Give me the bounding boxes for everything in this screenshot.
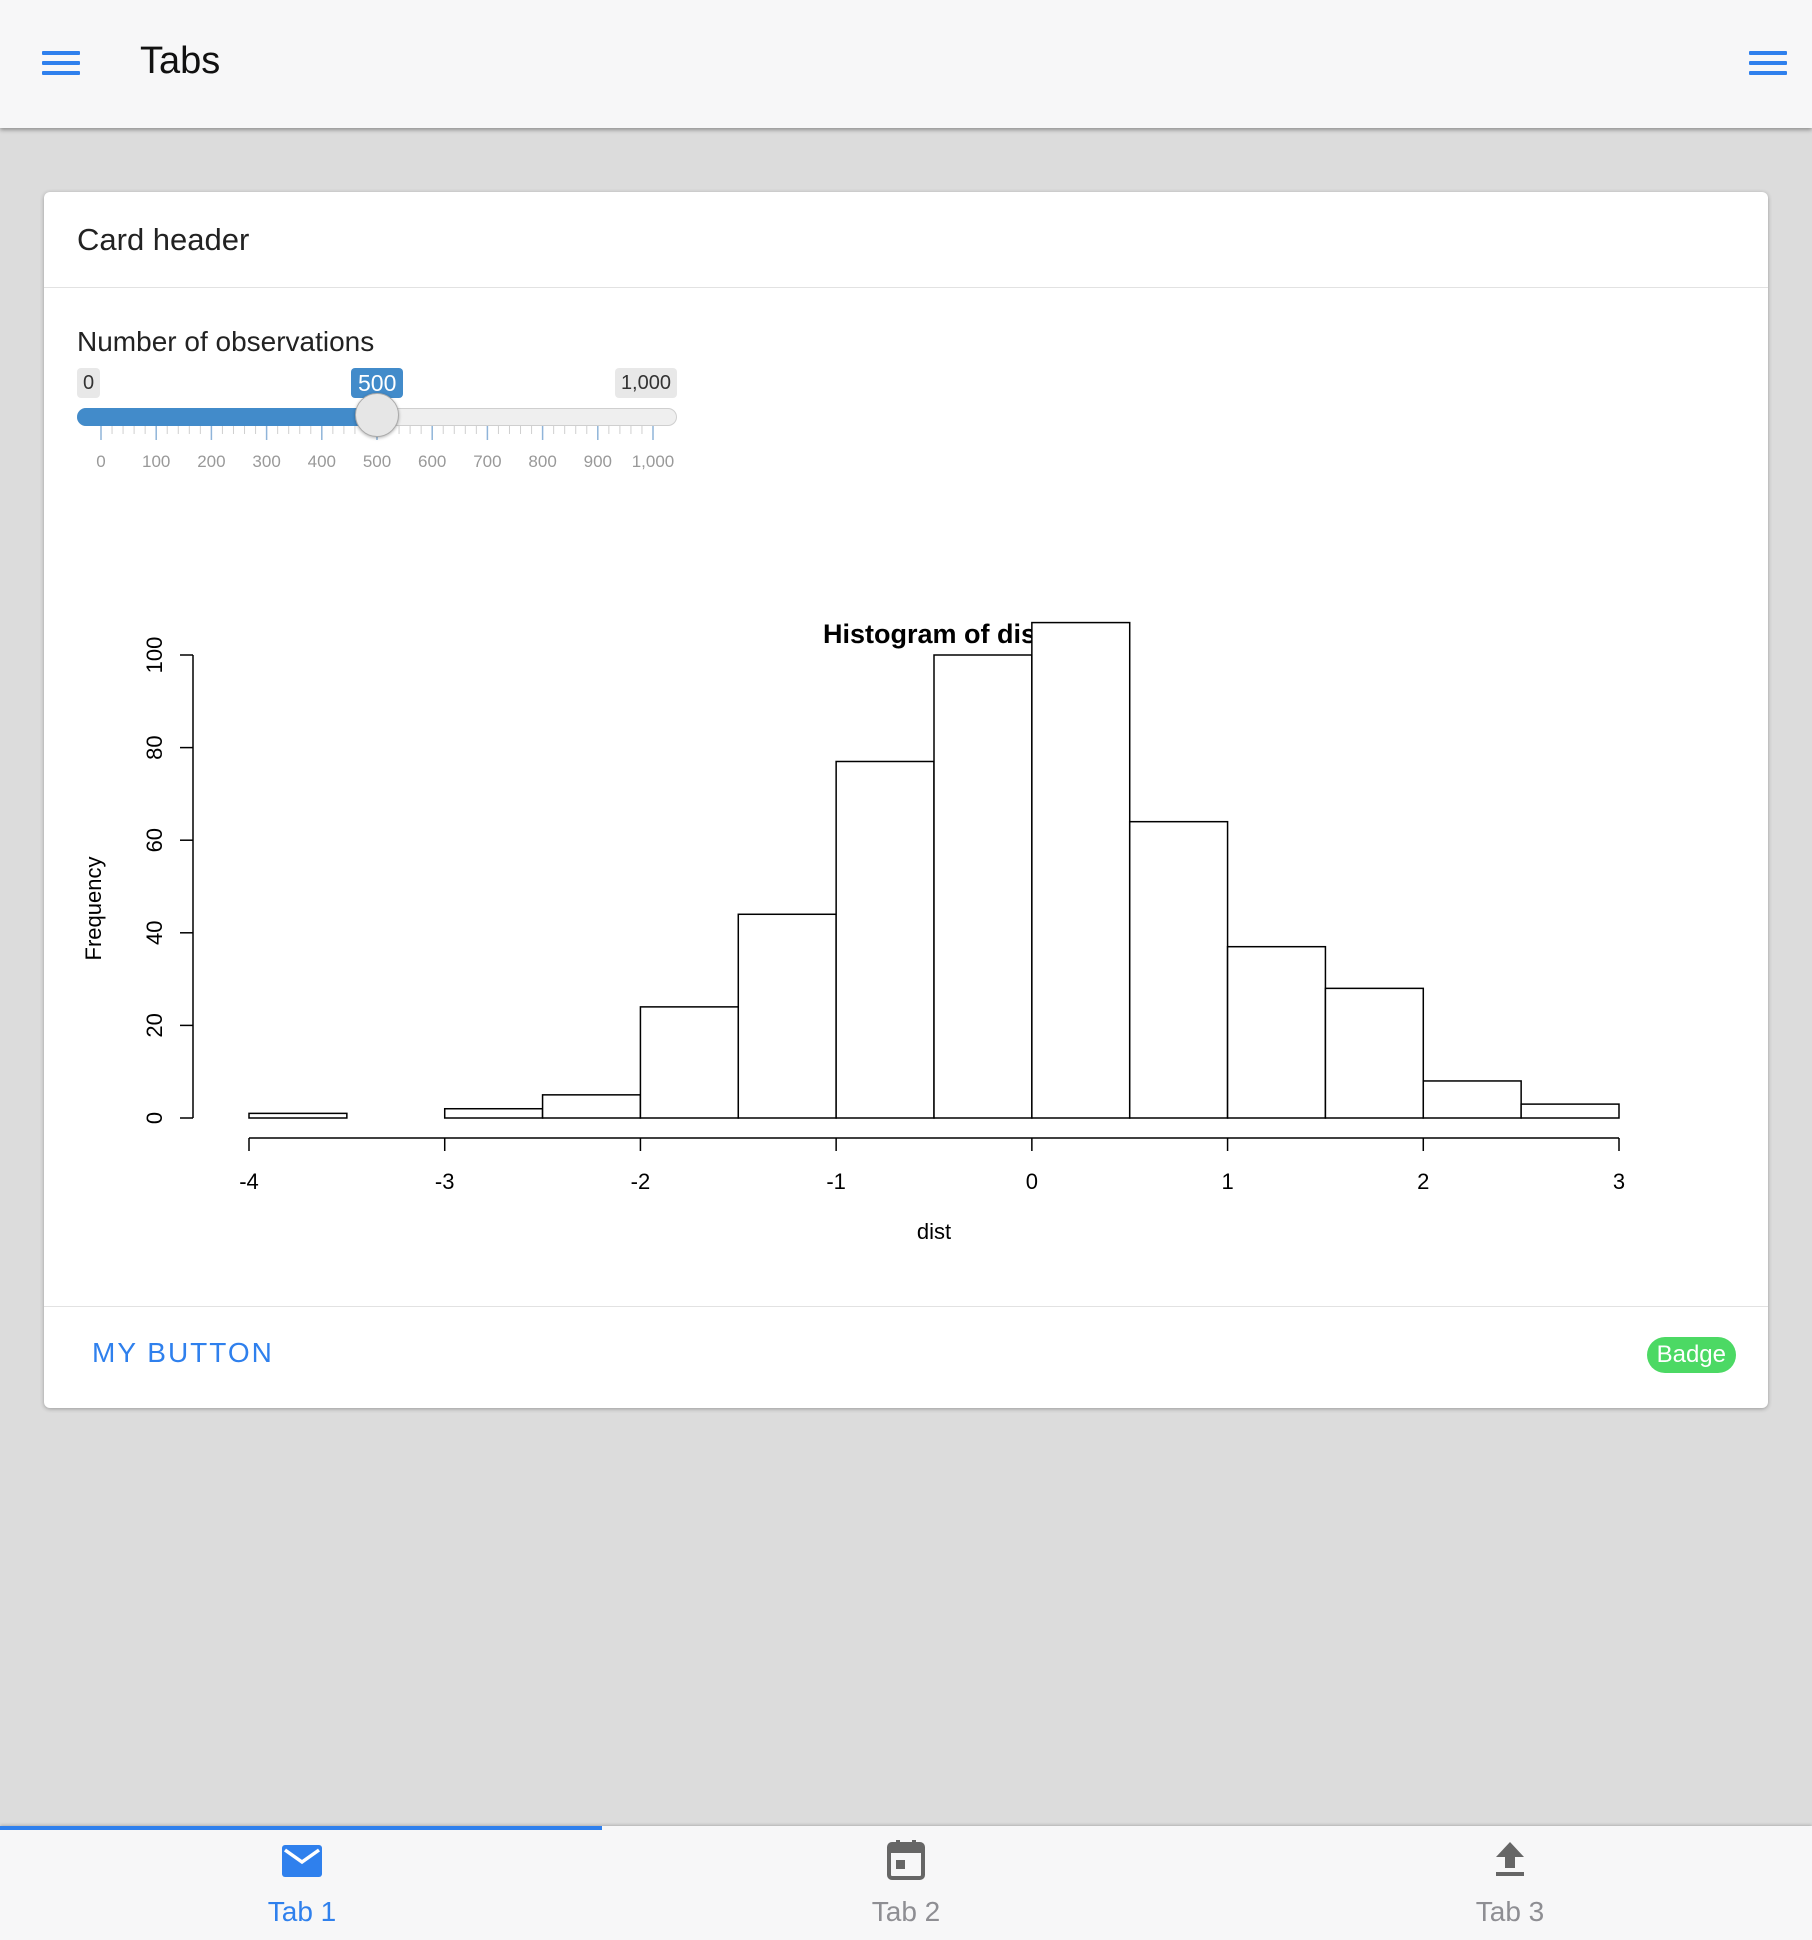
- histogram-bar: [443, 1107, 544, 1119]
- slider-grid-label: 500: [363, 452, 391, 471]
- slider-grid-label: 0: [96, 452, 105, 471]
- slider-grid-label: 600: [418, 452, 446, 471]
- slider-grid: 0 100 200 300 400 500 600 700 800 900 1,000: [96, 426, 675, 471]
- page-title: Tabs: [140, 40, 221, 82]
- my-button[interactable]: MY BUTTON: [92, 1337, 274, 1368]
- y-tick-label: 80: [142, 735, 167, 759]
- slider-max-badge: 1,000: [614, 368, 677, 398]
- y-tick-label: 40: [142, 921, 167, 945]
- y-axis-label: Frequency: [81, 857, 106, 961]
- histogram-bar: [639, 1006, 740, 1119]
- histogram-bar: [248, 1112, 348, 1119]
- x-tick-label: 3: [1613, 1169, 1625, 1194]
- slider-grid-label: 100: [142, 452, 170, 471]
- tab-2[interactable]: Tab 2: [604, 1826, 1208, 1940]
- card-content: Number of observations 0 500 1,000 0 100 2…: [44, 288, 1768, 1306]
- x-tick-label: 0: [1026, 1169, 1038, 1194]
- slider-grid-label: 400: [308, 452, 336, 471]
- mail-icon: [282, 1845, 322, 1877]
- y-tick-label: 20: [142, 1013, 167, 1037]
- slider-grid-label: 800: [528, 452, 556, 471]
- tab-2-label: Tab 2: [871, 1896, 941, 1927]
- left-menu-icon[interactable]: [42, 49, 80, 77]
- x-tick-label: -3: [435, 1169, 455, 1194]
- histogram-bar: [835, 760, 935, 1119]
- tab-bar: Tab 1 Tab 2 Tab 3: [0, 1826, 1812, 1940]
- slider-grid-label: 200: [197, 452, 225, 471]
- histogram-bar: [1031, 621, 1131, 1119]
- slider-label: Number of observations: [77, 326, 375, 357]
- navbar: Tabs: [0, 0, 1812, 128]
- tab-1-label: Tab 1: [267, 1896, 337, 1927]
- slider-fill: [77, 408, 377, 426]
- x-tick-label: -4: [239, 1169, 259, 1194]
- histogram-bar: [737, 913, 837, 1119]
- slider-grid-label: 900: [584, 452, 612, 471]
- card-header: Card header: [44, 192, 1768, 288]
- tab-1[interactable]: Tab 1: [0, 1826, 604, 1940]
- tab-3-label: Tab 3: [1475, 1896, 1545, 1927]
- right-menu-icon[interactable]: [1749, 49, 1787, 77]
- slider-grid-label: 1,000: [632, 452, 675, 471]
- slider-value-badge: 500: [351, 368, 404, 398]
- y-tick-label: 0: [142, 1112, 167, 1124]
- histogram-bar: [1422, 1080, 1522, 1119]
- y-tick-label: 60: [142, 828, 167, 852]
- card: Card header Number of observations 0 500…: [44, 192, 1768, 1408]
- x-tick-label: 2: [1417, 1169, 1429, 1194]
- upload-icon: [1496, 1842, 1524, 1876]
- y-tick-label: 100: [142, 637, 167, 674]
- histogram-bar: [541, 1094, 642, 1119]
- x-tick-label: -1: [826, 1169, 846, 1194]
- x-axis-label: dist: [917, 1219, 951, 1244]
- status-badge: Badge: [1646, 1337, 1736, 1373]
- slider-grid-label: 300: [252, 452, 280, 471]
- histogram-bar: [1324, 987, 1425, 1119]
- card-header-text: Card header: [77, 222, 250, 257]
- histogram-bar: [1520, 1103, 1620, 1119]
- tab-3[interactable]: Tab 3: [1208, 1826, 1812, 1940]
- histogram-bar: [1128, 820, 1229, 1119]
- histogram-chart: Histogram of dist -4 -3 -2 -1 0 1 2 3 dist 0 20 40 60…: [81, 619, 1625, 1244]
- card-footer: MY BUTTON Badge: [44, 1306, 1768, 1409]
- slider-min-badge: 0: [77, 368, 101, 398]
- observations-slider[interactable]: 0 500 1,000 0 100 200 300 400 500 600 700 800 900…: [77, 358, 687, 478]
- chart-title: Histogram of dist: [823, 619, 1045, 649]
- x-tick-label: 1: [1221, 1169, 1233, 1194]
- x-tick-label: -2: [631, 1169, 651, 1194]
- active-tab-indicator: [0, 1826, 602, 1830]
- histogram-bar: [1226, 945, 1327, 1119]
- slider-handle[interactable]: [355, 393, 399, 437]
- calendar-icon: [887, 1840, 925, 1880]
- slider-grid-label: 700: [473, 452, 501, 471]
- histogram-bar: [933, 654, 1033, 1119]
